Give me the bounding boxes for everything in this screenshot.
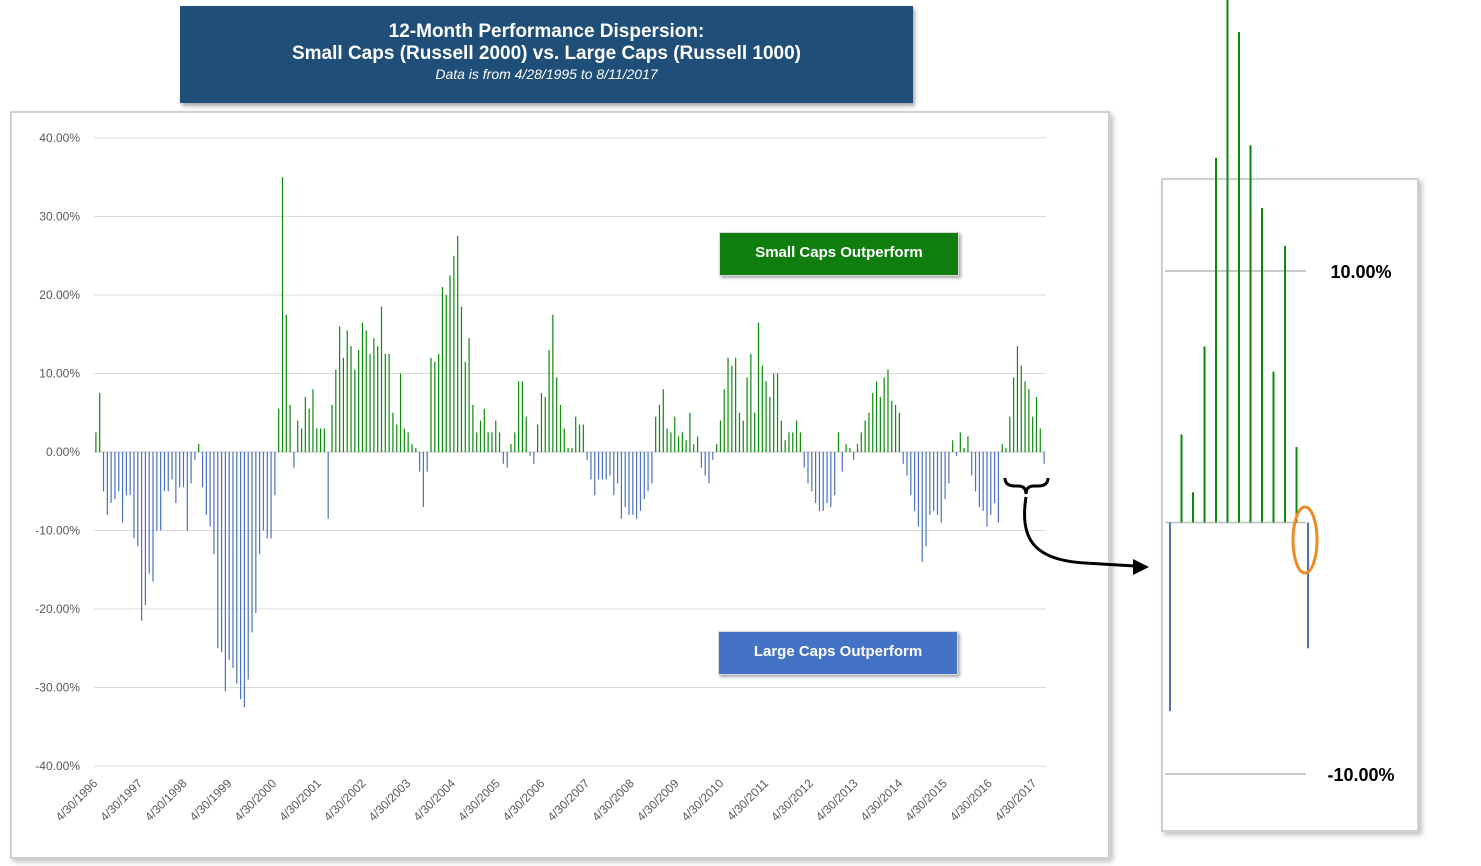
main-x-tick-label: 4/30/2012 bbox=[768, 776, 816, 824]
main-y-tick-label: 40.00% bbox=[39, 131, 80, 145]
main-x-tick-label: 4/30/1996 bbox=[53, 776, 101, 824]
main-x-tick-label: 4/30/2013 bbox=[813, 776, 861, 824]
main-y-tick-label: -10.00% bbox=[35, 524, 80, 538]
main-bars bbox=[95, 177, 1045, 708]
main-y-tick-label: 20.00% bbox=[39, 288, 80, 302]
main-x-tick-label: 4/30/1997 bbox=[97, 776, 145, 824]
main-x-tick-label: 4/30/1999 bbox=[187, 776, 235, 824]
brace-icon bbox=[1003, 477, 1050, 495]
main-y-tick-label: -40.00% bbox=[35, 759, 80, 773]
main-y-tick-label: 30.00% bbox=[39, 210, 80, 224]
main-x-tick-label: 4/30/2000 bbox=[232, 776, 280, 824]
chart-title-line2: Small Caps (Russell 2000) vs. Large Caps… bbox=[291, 43, 801, 64]
main-x-tick-label: 4/30/2009 bbox=[634, 776, 682, 824]
main-x-tick-label: 4/30/2010 bbox=[679, 776, 727, 824]
connector-arrow-line bbox=[1022, 496, 1136, 568]
chart-subtitle: Data is from 4/28/1995 to 8/11/2017 bbox=[435, 66, 658, 82]
highlight-circle bbox=[1291, 505, 1319, 575]
large-caps-outperform-label: Large Caps Outperform bbox=[718, 631, 958, 675]
main-y-tick-label: 0.00% bbox=[46, 445, 80, 459]
small-caps-outperform-label: Small Caps Outperform bbox=[719, 232, 959, 276]
main-x-tick-label: 4/30/2007 bbox=[545, 776, 593, 824]
main-y-tick-labels: 40.00% 30.00% 20.00% 10.00% 0.00% -10.00% -20.… bbox=[35, 131, 80, 773]
main-x-tick-label: 4/30/1998 bbox=[142, 776, 190, 824]
main-y-tick-label: -20.00% bbox=[35, 602, 80, 616]
main-x-tick-label: 4/30/2003 bbox=[366, 776, 414, 824]
main-x-tick-label: 4/30/2017 bbox=[992, 776, 1040, 824]
arrowhead-icon bbox=[1133, 559, 1149, 575]
main-x-tick-label: 4/30/2011 bbox=[724, 776, 771, 823]
main-y-tick-label: 10.00% bbox=[39, 367, 80, 381]
main-x-tick-label: 4/30/2008 bbox=[589, 776, 637, 824]
main-x-tick-label: 4/30/2015 bbox=[902, 776, 950, 824]
main-x-tick-label: 4/30/2014 bbox=[858, 776, 906, 824]
inset-bars bbox=[1169, 0, 1309, 712]
inset-tick-label: 10.00% bbox=[1330, 262, 1391, 282]
annotations bbox=[1003, 477, 1319, 575]
inset-tick-labels: 10.00% -10.00% bbox=[1327, 262, 1394, 785]
main-y-tick-label: -30.00% bbox=[35, 681, 80, 695]
inset-tick-label: -10.00% bbox=[1327, 765, 1394, 785]
main-x-tick-labels: 4/30/19964/30/19974/30/19984/30/19994/30… bbox=[53, 776, 1040, 824]
main-gridlines bbox=[94, 137, 1046, 767]
main-x-tick-label: 4/30/2002 bbox=[321, 776, 369, 824]
main-x-tick-label: 4/30/2004 bbox=[410, 776, 458, 824]
chart-title-line1: 12-Month Performance Dispersion: bbox=[388, 21, 705, 42]
main-x-tick-label: 4/30/2001 bbox=[276, 776, 324, 824]
main-x-tick-label: 4/30/2016 bbox=[947, 776, 995, 824]
chart-title-box: 12-Month Performance Dispersion: Small C… bbox=[180, 6, 913, 103]
main-x-tick-label: 4/30/2006 bbox=[500, 776, 548, 824]
main-x-tick-label: 4/30/2005 bbox=[455, 776, 503, 824]
inset-gridlines bbox=[1165, 270, 1306, 775]
